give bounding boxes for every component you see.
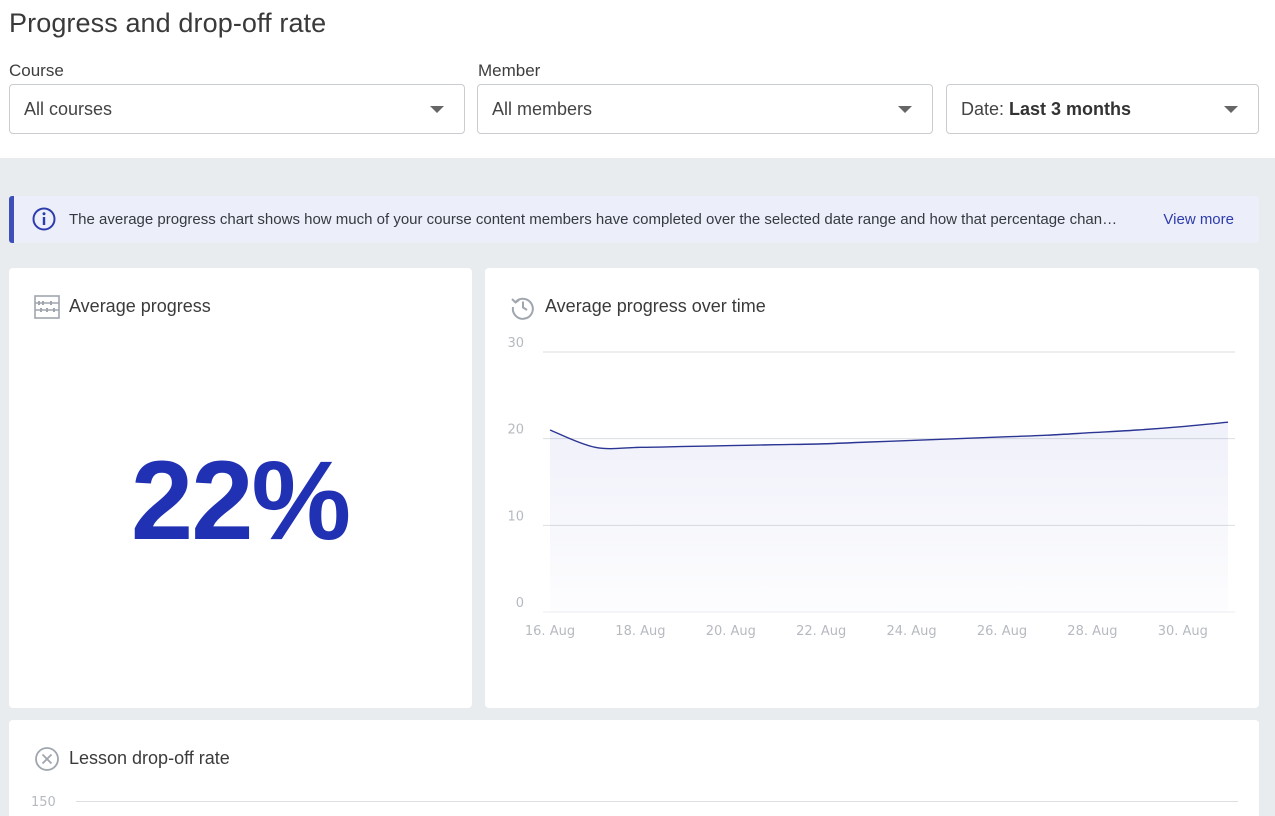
course-select-value: All courses — [24, 99, 113, 119]
abacus-icon — [34, 295, 60, 319]
member-select-value: All members — [492, 99, 593, 119]
date-select[interactable]: Date: Last 3 months — [946, 84, 1259, 134]
lesson-dropoff-title: Lesson drop-off rate — [69, 748, 230, 768]
info-banner: The average progress chart shows how muc… — [9, 196, 1259, 243]
chart-series-line — [549, 421, 1229, 450]
chart-y-tick-label: 30 — [507, 336, 524, 351]
chart-x-tick-label: 26. Aug — [977, 624, 1027, 639]
view-more-link[interactable]: View more — [1163, 211, 1234, 228]
lesson-dropoff-card: Lesson drop-off rate 150 — [9, 720, 1259, 816]
progress-line-chart: 0 10 20 30 16. Aug 18. Aug 20. Aug 22. Aug 24. A… — [507, 336, 1235, 639]
chart-x-tick-label: 28. Aug — [1067, 624, 1117, 639]
course-select[interactable]: All courses — [9, 84, 465, 134]
member-filter-label: Member — [478, 61, 541, 80]
date-range-value: Last 3 months — [1009, 99, 1132, 119]
average-progress-title: Average progress — [69, 296, 211, 316]
chart-area-fill — [550, 422, 1228, 612]
history-icon — [511, 297, 534, 320]
dropoff-y-tick: 150 — [31, 795, 56, 810]
close-circle-icon — [35, 747, 59, 771]
page-title: Progress and drop-off rate — [9, 8, 327, 38]
chevron-down-icon — [430, 106, 444, 113]
member-select[interactable]: All members — [477, 84, 933, 134]
progress-over-time-card: Average progress over time 0 10 20 30 16. Au… — [485, 268, 1259, 708]
chevron-down-icon — [1224, 106, 1238, 113]
chart-x-tick-label: 20. Aug — [706, 624, 756, 639]
chart-x-tick-label: 30. Aug — [1158, 624, 1208, 639]
chart-y-tick-label: 10 — [507, 509, 524, 524]
date-select-value: Date: Last 3 months — [961, 99, 1131, 120]
chart-y-tick-label: 0 — [516, 596, 524, 611]
dropoff-gridline — [76, 801, 1238, 802]
info-banner-text: The average progress chart shows how muc… — [69, 211, 1118, 228]
filter-header: Progress and drop-off rate Course All co… — [0, 0, 1275, 158]
date-prefix: Date: — [961, 99, 1010, 119]
average-progress-value: 22% — [130, 438, 351, 563]
progress-over-time-title: Average progress over time — [545, 296, 766, 316]
average-progress-card: Average progress 22% — [9, 268, 472, 708]
chevron-down-icon — [898, 106, 912, 113]
course-filter-label: Course — [9, 61, 64, 80]
chart-x-tick-label: 18. Aug — [615, 624, 665, 639]
chart-x-tick-label: 22. Aug — [796, 624, 846, 639]
chart-x-tick-label: 24. Aug — [886, 624, 936, 639]
info-circle-icon — [32, 207, 56, 231]
chart-y-tick-label: 20 — [507, 423, 524, 438]
chart-x-tick-label: 16. Aug — [525, 624, 575, 639]
